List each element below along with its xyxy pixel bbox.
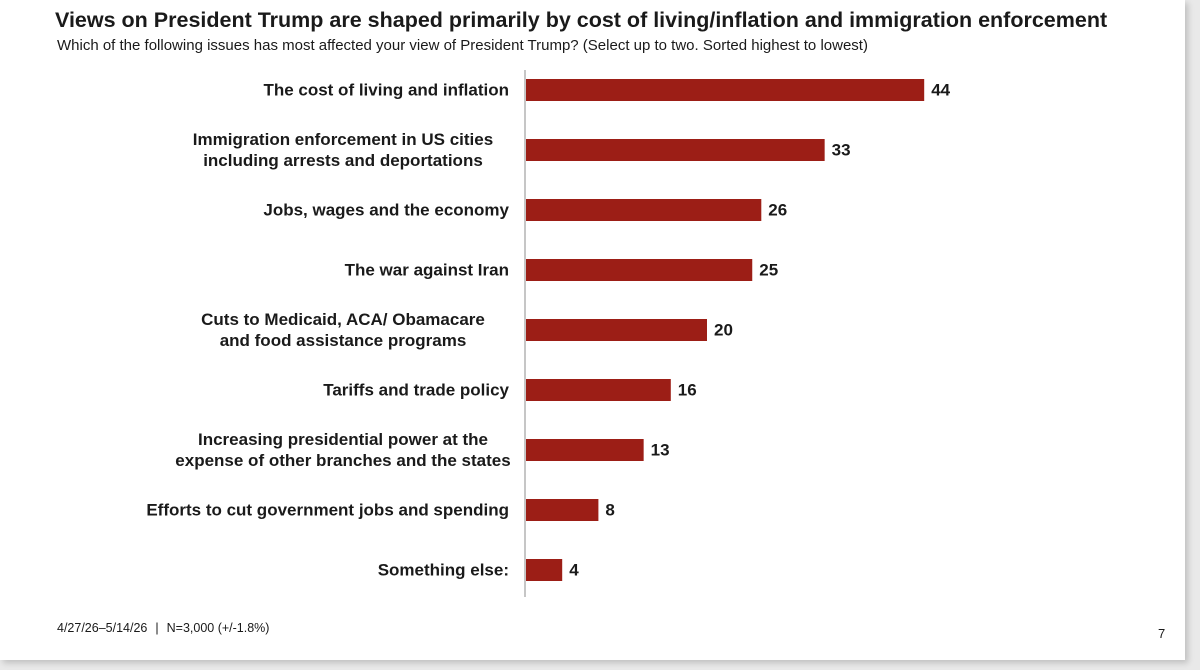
category-label: Something else: [378,561,509,580]
bar [526,379,671,401]
data-label: 20 [714,321,733,340]
footer: 4/27/26–5/14/26 | N=3,000 (+/-1.8%) [57,621,269,635]
category-label: including arrests and deportations [203,151,483,170]
category-label: and food assistance programs [220,331,467,350]
bar [526,499,599,521]
bar [526,199,762,221]
slide: Views on President Trump are shaped prim… [0,0,1185,660]
category-label: Efforts to cut government jobs and spend… [146,501,509,520]
chart-title: Views on President Trump are shaped prim… [55,8,1108,32]
data-label: 8 [605,501,614,520]
category-label: The war against Iran [345,261,509,280]
data-label: 33 [832,141,851,160]
footer-separator: | [155,621,159,635]
data-label: 4 [569,561,579,580]
category-label: Immigration enforcement in US cities [193,130,493,149]
page-number: 7 [1158,626,1166,641]
bar-chart: 44 The cost of living and inflation 33 Immi… [146,70,951,597]
category-label: The cost of living and inflation [263,81,509,100]
bar [526,259,753,281]
data-label: 44 [931,81,950,100]
chart-subtitle: Which of the following issues has most a… [57,37,868,54]
bar [526,559,563,581]
bar [526,79,925,101]
data-label: 13 [651,441,670,460]
category-label: expense of other branches and the states [175,451,510,470]
category-label: Increasing presidential power at the [198,430,488,449]
data-label: 26 [768,201,787,220]
category-label: Cuts to Medicaid, ACA/ Obamacare [201,310,485,329]
category-label: Tariffs and trade policy [323,381,509,400]
bar [526,139,825,161]
bar [526,439,644,461]
footer-dates: 4/27/26–5/14/26 [57,621,148,635]
data-label: 16 [678,381,697,400]
bar [526,319,707,341]
footer-sample: N=3,000 (+/-1.8%) [166,621,270,635]
data-label: 25 [759,261,778,280]
category-label: Jobs, wages and the economy [263,201,509,220]
